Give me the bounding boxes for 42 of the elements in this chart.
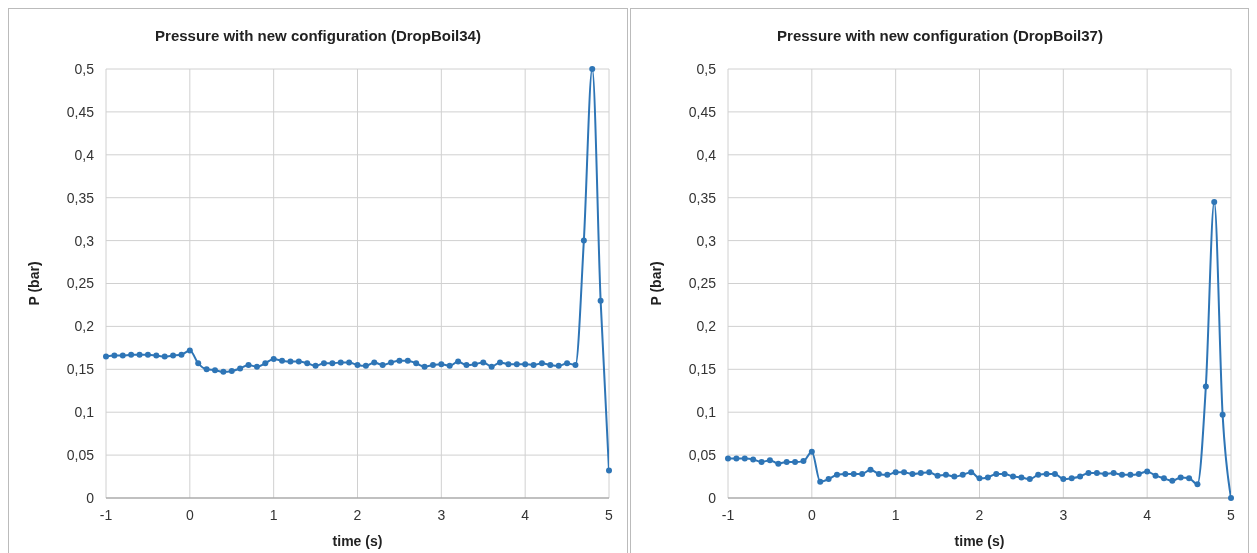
x-tick-label: 2: [975, 507, 984, 523]
x-tick-label: 1: [891, 507, 900, 523]
chart-title: Pressure with new configuration (DropBoil37): [776, 27, 1103, 44]
x-tick-label: 4: [1142, 507, 1151, 523]
y-axis-title: P (bar): [26, 261, 42, 306]
x-tick-label: 4: [521, 507, 530, 523]
y-tick-label: 0: [707, 489, 716, 506]
y-tick-label: 0,3: [696, 232, 716, 249]
y-tick-label: 0,3: [74, 232, 95, 249]
y-tick-label: 0,1: [696, 404, 716, 421]
x-tick-label: 0: [807, 507, 816, 523]
y-axis-title: P (bar): [647, 261, 664, 306]
y-tick-label: 0: [86, 489, 95, 506]
x-axis-title: time (s): [954, 533, 1004, 549]
x-tick-label: -1: [721, 507, 734, 523]
y-tick-label: 0,35: [66, 189, 95, 206]
y-tick-label: 0,45: [66, 103, 95, 120]
y-tick-label: 0,4: [74, 146, 95, 163]
y-tick-label: 0,15: [66, 361, 95, 378]
y-tick-label: 0,05: [688, 447, 716, 463]
x-tick-label: 0: [185, 507, 194, 523]
y-tick-label: 0,25: [688, 275, 716, 292]
x-tick-label: -1: [99, 507, 113, 523]
y-tick-label: 0,5: [74, 60, 95, 77]
x-tick-label: 5: [1226, 507, 1235, 523]
x-tick-label: 1: [269, 507, 278, 523]
y-tick-label: 0,5: [696, 60, 716, 77]
y-tick-label: 0,25: [66, 275, 95, 292]
chart-title: Pressure with new configuration (DropBoil34): [155, 27, 481, 44]
x-axis-title: time (s): [332, 533, 383, 549]
y-tick-label: 0,4: [696, 146, 716, 163]
y-tick-label: 0,35: [688, 189, 716, 206]
y-tick-label: 0,15: [688, 361, 716, 378]
x-tick-label: 2: [353, 507, 362, 523]
x-tick-label: 3: [1058, 507, 1067, 523]
x-tick-label: 5: [605, 507, 614, 523]
x-tick-label: 3: [437, 507, 446, 523]
y-tick-label: 0,05: [66, 447, 95, 463]
y-tick-label: 0,1: [74, 404, 95, 421]
y-tick-label: 0,45: [688, 103, 716, 120]
y-tick-label: 0,2: [696, 318, 716, 335]
y-tick-label: 0,2: [74, 318, 95, 335]
